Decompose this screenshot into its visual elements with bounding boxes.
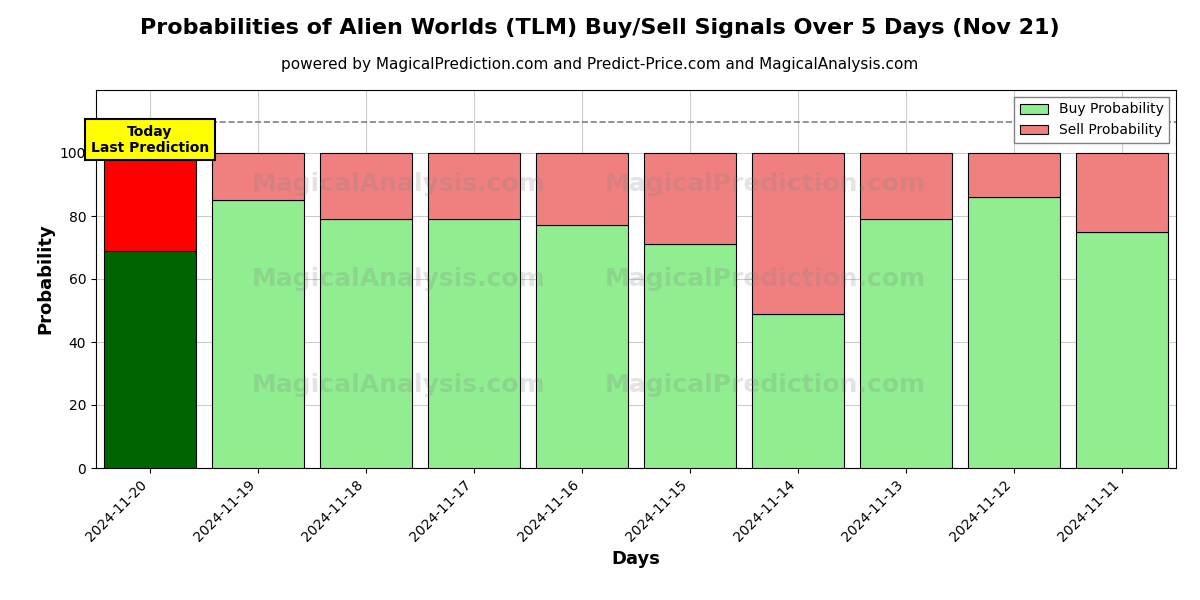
Legend: Buy Probability, Sell Probability: Buy Probability, Sell Probability <box>1014 97 1169 143</box>
Bar <box>644 244 736 468</box>
Bar <box>320 219 412 468</box>
Text: MagicalAnalysis.com: MagicalAnalysis.com <box>252 267 545 291</box>
Bar <box>860 219 952 468</box>
Bar <box>752 153 844 314</box>
Text: MagicalPrediction.com: MagicalPrediction.com <box>605 173 926 196</box>
Text: MagicalAnalysis.com: MagicalAnalysis.com <box>252 173 545 196</box>
Bar <box>320 153 412 219</box>
Text: MagicalAnalysis.com: MagicalAnalysis.com <box>252 373 545 397</box>
Bar <box>1076 232 1168 468</box>
Text: powered by MagicalPrediction.com and Predict-Price.com and MagicalAnalysis.com: powered by MagicalPrediction.com and Pre… <box>281 57 919 72</box>
Bar <box>752 314 844 468</box>
Bar <box>104 251 196 468</box>
Bar <box>536 153 628 226</box>
X-axis label: Days: Days <box>612 550 660 568</box>
Text: Probabilities of Alien Worlds (TLM) Buy/Sell Signals Over 5 Days (Nov 21): Probabilities of Alien Worlds (TLM) Buy/… <box>140 18 1060 38</box>
Bar <box>428 219 520 468</box>
Bar <box>428 153 520 219</box>
Bar <box>212 200 304 468</box>
Text: Today
Last Prediction: Today Last Prediction <box>91 125 209 155</box>
Bar <box>536 226 628 468</box>
Bar <box>104 153 196 251</box>
Bar <box>860 153 952 219</box>
Text: MagicalPrediction.com: MagicalPrediction.com <box>605 267 926 291</box>
Bar <box>968 153 1060 197</box>
Bar <box>644 153 736 244</box>
Bar <box>1076 153 1168 232</box>
Y-axis label: Probability: Probability <box>36 224 54 334</box>
Bar <box>968 197 1060 468</box>
Bar <box>212 153 304 200</box>
Text: MagicalPrediction.com: MagicalPrediction.com <box>605 373 926 397</box>
